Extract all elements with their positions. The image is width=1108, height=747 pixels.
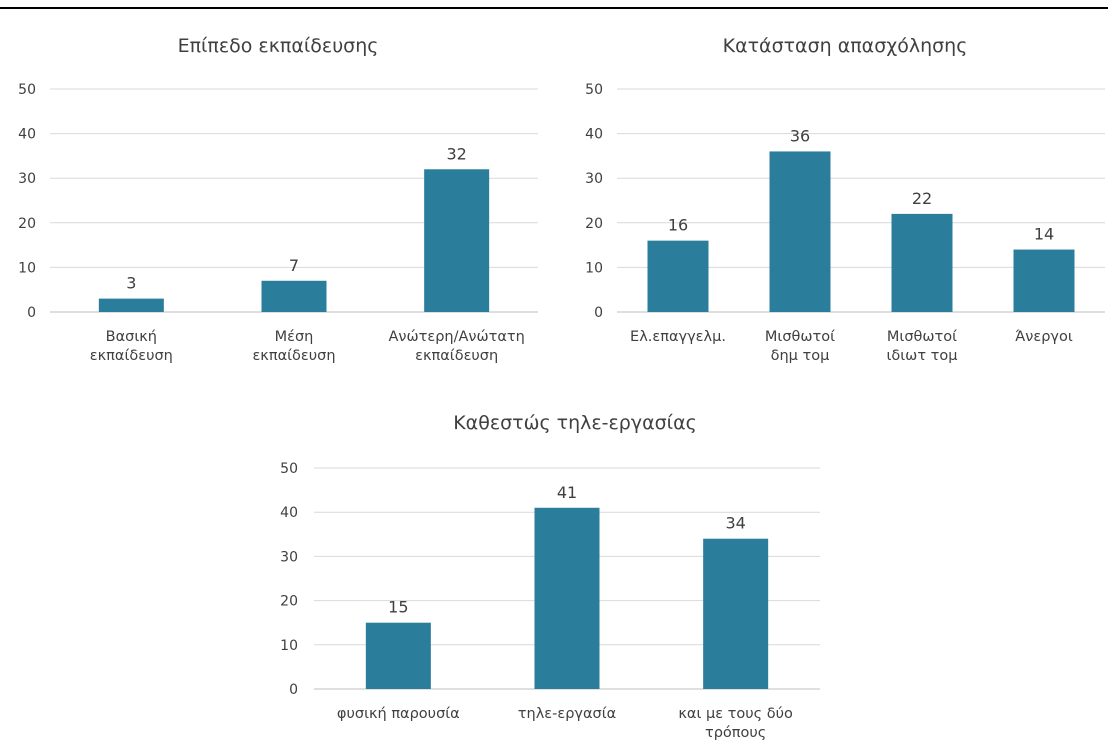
category-label: τηλε-εργασία	[518, 706, 616, 722]
bar	[769, 151, 831, 312]
data-label: 22	[912, 189, 932, 208]
y-tick-label: 50	[585, 82, 603, 98]
category-label: ιδιωτ τομ	[887, 348, 958, 364]
y-tick-label: 40	[18, 127, 36, 143]
category-label: φυσική παρουσία	[337, 706, 460, 722]
y-tick-label: 0	[27, 305, 36, 321]
bar	[424, 169, 490, 312]
data-label: 15	[388, 598, 408, 617]
y-tick-label: 30	[18, 171, 36, 187]
y-tick-label: 10	[585, 260, 603, 276]
bar	[365, 622, 431, 689]
data-label: 36	[790, 126, 810, 145]
bar	[703, 538, 769, 689]
chart-employment-status: Κατάσταση απασχόλησης 0 10 20 30 40 50 16 Ελ.επα…	[555, 0, 1108, 380]
top-divider	[0, 7, 1108, 9]
chart-svg: Επίπεδο εκπαίδευσης 0 10 20 30 40 50 3 Βασική εκπ…	[18, 35, 538, 364]
bar	[891, 213, 953, 312]
category-label: Μισθωτοί	[887, 329, 957, 345]
category-label: και με τους δύο	[678, 706, 793, 722]
category-label: Άνεργοι	[1015, 329, 1073, 345]
chart-svg: Καθεστώς τηλε-εργασίας 0 10 20 30 40 50 15 φυσικ…	[280, 412, 820, 741]
category-label: εκπαίδευση	[415, 348, 498, 364]
category-label: εκπαίδευση	[252, 348, 335, 364]
chart-svg: Κατάσταση απασχόλησης 0 10 20 30 40 50 16 Ελ.επα…	[585, 35, 1105, 364]
y-tick-label: 0	[289, 682, 298, 698]
y-tick-label: 10	[18, 260, 36, 276]
chart-title: Καθεστώς τηλε-εργασίας	[453, 412, 697, 434]
bar	[647, 240, 709, 312]
data-label: 3	[126, 274, 136, 293]
category-label: Βασική	[106, 329, 157, 345]
data-label: 34	[725, 514, 745, 533]
y-tick-label: 10	[280, 638, 298, 654]
data-label: 32	[446, 144, 466, 163]
data-label: 16	[668, 216, 688, 235]
data-label: 7	[289, 256, 299, 275]
y-tick-label: 50	[18, 82, 36, 98]
category-label: Ανώτερη/Ανώτατη	[388, 329, 524, 345]
chart-telework-status: Καθεστώς τηλε-εργασίας 0 10 20 30 40 50 15 φυσικ…	[260, 395, 850, 747]
category-label: Μέση	[275, 329, 314, 345]
bar	[98, 298, 164, 312]
y-tick-label: 20	[280, 594, 298, 610]
category-label: εκπαίδευση	[90, 348, 173, 364]
category-label: τρόπους	[705, 725, 766, 741]
chart-education-level: Επίπεδο εκπαίδευσης 0 10 20 30 40 50 3 Βασική εκπ…	[0, 0, 555, 380]
category-label: δημ τομ	[771, 348, 830, 364]
category-label: Ελ.επαγγελμ.	[630, 329, 726, 345]
data-label: 14	[1034, 225, 1054, 244]
y-tick-label: 40	[280, 505, 298, 521]
data-label: 41	[557, 483, 577, 502]
y-tick-label: 20	[18, 216, 36, 232]
y-tick-label: 20	[585, 216, 603, 232]
y-tick-label: 30	[280, 549, 298, 565]
bar	[534, 507, 600, 689]
chart-title: Επίπεδο εκπαίδευσης	[178, 35, 379, 57]
y-tick-label: 0	[594, 305, 603, 321]
y-tick-label: 30	[585, 171, 603, 187]
bar	[1013, 249, 1075, 312]
category-label: Μισθωτοί	[765, 329, 835, 345]
chart-title: Κατάσταση απασχόλησης	[723, 35, 968, 57]
y-tick-label: 50	[280, 461, 298, 477]
bar	[261, 280, 327, 312]
y-tick-label: 40	[585, 127, 603, 143]
